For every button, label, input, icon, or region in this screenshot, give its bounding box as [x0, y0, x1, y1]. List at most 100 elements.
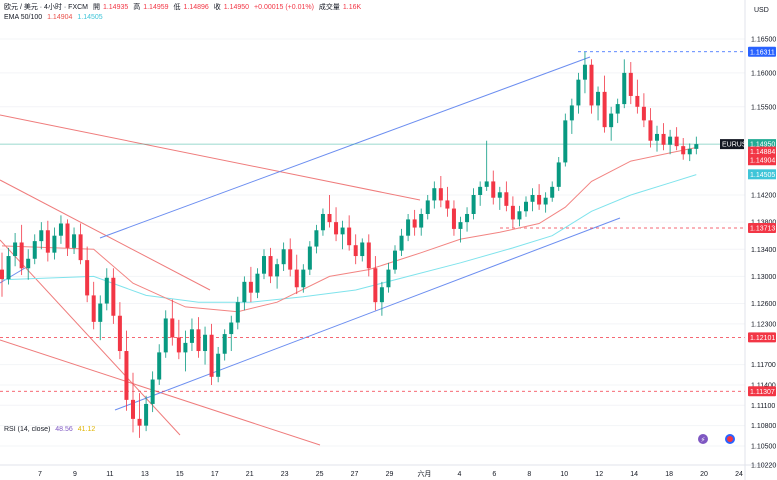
high-value: 1.14959	[143, 4, 169, 11]
candle-body-81	[530, 194, 535, 202]
close-label: 收	[213, 4, 221, 11]
candle-body-87	[569, 105, 574, 121]
candle-body-41	[268, 256, 273, 277]
candle-body-102	[668, 136, 673, 145]
level-tag-bg-2	[748, 332, 776, 343]
ema100-value: 1.14505	[77, 14, 103, 21]
x-tick-17: 14	[630, 471, 638, 478]
candle-body-12	[78, 234, 83, 261]
rsi-legend[interactable]: RSI (14, close) 48.56 41.12	[4, 425, 98, 434]
x-tick-12: 4	[457, 471, 461, 478]
candle-body-103	[674, 136, 679, 147]
candle-body-13	[85, 260, 90, 296]
volume-value: 1.16K	[342, 4, 362, 11]
candle-body-0	[0, 269, 4, 280]
grid-lines	[0, 38, 745, 466]
ema-legend[interactable]: EMA 50/100 1.14904 1.14505	[4, 13, 106, 22]
candle-body-67	[438, 188, 443, 201]
level-tag-2: 1.12101	[750, 335, 775, 342]
y-tick-5: 1.13400	[751, 247, 776, 254]
candle-body-63	[412, 219, 417, 228]
candles	[0, 51, 699, 438]
x-tick-8: 25	[316, 471, 324, 478]
candle-body-86	[563, 120, 568, 163]
y-tick-2: 1.15500	[751, 104, 776, 111]
candle-body-99	[648, 120, 653, 141]
candle-body-64	[419, 213, 424, 228]
candle-body-91	[596, 91, 601, 106]
candle-body-23	[150, 379, 155, 404]
ema-tag-0: 1.14904	[750, 158, 775, 165]
open-label: 開	[92, 4, 100, 11]
close-value: 1.14950	[223, 4, 250, 11]
y-tick-6: 1.13000	[751, 274, 776, 281]
candle-body-16	[104, 277, 109, 304]
ohlc-legend: 欧元 / 美元 · 4小时 · FXCM 開 1.14935 高 1.14959 低…	[4, 3, 364, 12]
candle-body-82	[537, 194, 542, 205]
x-tick-5: 17	[211, 471, 219, 478]
y-tick-9: 1.11700	[751, 362, 776, 369]
ema-lines	[1, 147, 697, 313]
candle-body-40	[262, 256, 266, 274]
candle-body-62	[406, 219, 411, 236]
candle-body-24	[157, 352, 162, 380]
x-tick-20: 24	[735, 471, 743, 478]
candle-body-44	[288, 249, 293, 270]
candle-body-48	[314, 230, 319, 247]
candle-body-21	[137, 418, 142, 426]
volume-label: 成交量	[318, 4, 340, 11]
x-tick-1: 9	[73, 471, 77, 478]
candle-body-20	[131, 399, 135, 419]
candle-body-72	[471, 194, 476, 214]
candle-body-90	[589, 64, 594, 106]
trend-lines	[0, 56, 621, 446]
candle-body-61	[399, 235, 404, 251]
candle-body-101	[661, 133, 666, 145]
candle-body-104	[681, 146, 686, 155]
candle-body-74	[484, 181, 489, 187]
ema50-line	[1, 147, 697, 313]
candle-body-75	[491, 181, 496, 198]
candle-body-37	[242, 281, 247, 303]
candle-body-30	[196, 329, 201, 352]
candle-body-70	[458, 222, 463, 229]
candle-body-47	[307, 246, 312, 270]
trend-line-5	[114, 217, 621, 411]
current-symbol: EURUSD	[722, 142, 752, 149]
ema-tag-bg-1	[748, 146, 776, 157]
candle-body-46	[301, 269, 306, 288]
candle-body-100	[655, 133, 659, 141]
lightning-glyph: ⚡	[701, 436, 706, 444]
candle-body-38	[248, 281, 253, 293]
candle-body-54	[353, 245, 358, 257]
trend-line-1	[0, 179, 211, 291]
candle-body-39	[255, 273, 260, 293]
bottom-icons: ⚡	[698, 434, 735, 444]
x-tick-16: 12	[595, 471, 603, 478]
rsi-value-1: 48.56	[55, 426, 73, 433]
ema-name: EMA 50/100	[4, 14, 43, 21]
candle-body-71	[465, 213, 470, 223]
y-tick-1: 1.16000	[751, 70, 776, 77]
y-tick-14: 1.10220	[751, 463, 776, 470]
candle-body-43	[281, 249, 286, 265]
ema-tag-2: 1.14505	[750, 172, 775, 179]
y-tick-8: 1.12300	[751, 321, 776, 328]
candle-body-2	[13, 242, 18, 257]
open-value: 1.14935	[102, 4, 129, 11]
candle-body-60	[393, 250, 397, 270]
level-tag-0: 1.16311	[750, 49, 775, 56]
x-tick-0: 7	[38, 471, 42, 478]
y-tick-3: 1.14200	[751, 192, 776, 199]
candle-body-33	[216, 353, 221, 377]
x-tick-3: 13	[141, 471, 149, 478]
level-tag-bg-0	[748, 46, 776, 57]
candle-body-83	[543, 197, 548, 205]
x-tick-13: 6	[492, 471, 496, 478]
candle-body-3	[19, 242, 24, 269]
candle-body-59	[386, 269, 391, 288]
candle-body-35	[229, 322, 234, 335]
ema-tag-bg-2	[748, 169, 776, 180]
